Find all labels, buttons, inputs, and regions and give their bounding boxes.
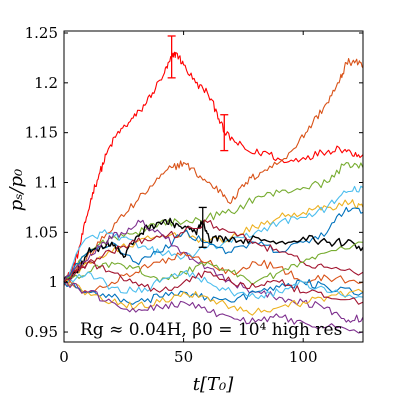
x-axis: 0 50 100 (59, 31, 318, 366)
x-tick-label: 0 (59, 348, 69, 366)
y-tick-label: 1.2 (34, 74, 58, 92)
error-bar-2 (198, 206, 207, 248)
series-line-1 (63, 57, 364, 283)
y-axis-label: pₛ/p₀ (6, 169, 27, 211)
x-tick-label: 50 (174, 348, 193, 366)
plot-frame (63, 30, 364, 343)
y-tick-label: 1.25 (25, 24, 58, 42)
series-line-4 (63, 185, 364, 283)
series-line-13 (63, 269, 364, 300)
errorbar-layer (167, 35, 229, 248)
series-line-11 (63, 241, 364, 286)
error-bar-1 (220, 114, 229, 152)
series-line-6 (63, 217, 364, 283)
series-line-0 (63, 51, 364, 286)
series-layer (63, 51, 364, 334)
y-tick-label: 1.05 (25, 223, 58, 241)
x-tick-label: 100 (289, 348, 318, 366)
series-line-5 (63, 206, 364, 283)
y-tick-label: 1.15 (25, 124, 58, 142)
annotation-text: Rg ≈ 0.04H, β0 = 10⁴ high res (80, 320, 342, 340)
y-tick-label: 0.95 (25, 323, 58, 341)
series-line-8 (63, 219, 364, 323)
x-axis-label: t[T₀] (193, 374, 234, 395)
series-line-14 (63, 281, 364, 334)
y-tick-label: 1.1 (34, 174, 58, 192)
series-line-15 (63, 259, 364, 305)
y-axis: 0.95 1 1.05 1.1 1.15 1.2 1.25 (25, 24, 363, 341)
series-line-2 (63, 162, 364, 283)
y-tick-label: 1 (48, 273, 58, 291)
error-bar-0 (167, 35, 176, 79)
